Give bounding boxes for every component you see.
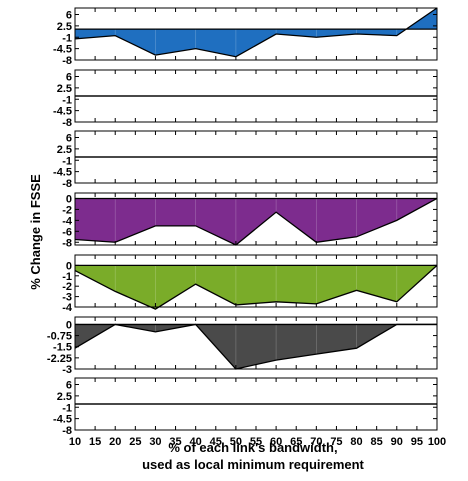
x-tick-label: 80 (350, 436, 362, 448)
panel-1-ytick-label: 2.5 (57, 21, 72, 33)
panel-5-ytick-label: -2 (62, 281, 72, 293)
panel-6-ytick-label: 0 (66, 319, 72, 331)
panel-6-ytick-label: -2.25 (47, 353, 72, 365)
panel-4-ytick-label: -2 (62, 204, 72, 216)
panel-3-ytick-label: -1 (62, 155, 72, 167)
x-axis-label-line1: % of each link's bandwidth, (168, 440, 337, 455)
x-tick-label: 65 (290, 436, 302, 448)
panel-2: 62.5-1-4.5-8 (53, 69, 438, 129)
x-tick-label: 95 (411, 436, 423, 448)
panel-3-ytick-label: -4.5 (53, 167, 72, 179)
panel-5-ytick-label: -4 (62, 302, 73, 314)
chart-panels: 62.5-1-4.5-862.5-1-4.5-862.5-1-4.5-80-2-… (47, 7, 438, 437)
x-tick-label: 90 (391, 436, 403, 448)
panel-6-ytick-label: -0.75 (47, 331, 72, 343)
panel-1-ytick-label: 6 (66, 10, 72, 22)
panel-1-ytick-label: -1 (62, 32, 72, 44)
panel-7-ytick-label: 2.5 (57, 391, 72, 403)
x-tick-label: 40 (190, 436, 202, 448)
panel-1-ytick-label: -8 (62, 55, 72, 67)
x-tick-label: 45 (210, 436, 222, 448)
panel-7-ytick-label: 6 (66, 380, 72, 392)
panel-5: 0-1-2-3-4 (62, 254, 438, 314)
panel-2-ytick-label: -4.5 (53, 106, 72, 118)
x-tick-label: 70 (310, 436, 322, 448)
panel-4-ytick-label: -8 (62, 237, 72, 249)
x-tick-label: 10 (69, 436, 81, 448)
panel-7-ytick-label: -1 (62, 402, 72, 414)
x-axis-label-line2: used as local minimum requirement (142, 457, 364, 472)
panel-2-ytick-label: -8 (62, 117, 72, 129)
panel-2-ytick-label: 6 (66, 72, 72, 84)
panel-5-ytick-label: -3 (62, 292, 72, 304)
x-tick-label: 15 (89, 436, 101, 448)
y-axis-label: % Change in FSSE (28, 174, 43, 290)
panel-3-ytick-label: 2.5 (57, 144, 72, 156)
panel-1-ytick-label: -4.5 (53, 44, 72, 56)
panel-4-ytick-label: 0 (66, 193, 72, 205)
panel-6-ytick-label: -3 (62, 364, 72, 376)
panel-4: 0-2-4-6-8 (62, 192, 438, 249)
panel-1: 62.5-1-4.5-8 (53, 7, 438, 67)
x-tick-label: 20 (109, 436, 121, 448)
x-tick-label: 30 (149, 436, 161, 448)
panel-6: 0-0.75-1.5-2.25-3 (47, 316, 438, 376)
panel-6-area (75, 324, 437, 369)
panel-5-area (75, 265, 437, 310)
panel-4-series-line (74, 197, 438, 246)
panel-4-ytick-label: -6 (62, 226, 72, 238)
x-tick-label: 85 (371, 436, 383, 448)
panel-7-ytick-label: -8 (62, 425, 72, 437)
panel-3-ytick-label: 6 (66, 133, 72, 145)
panel-2-ytick-label: -1 (62, 94, 72, 106)
x-tick-label: 35 (169, 436, 181, 448)
x-tick-label: 55 (250, 436, 262, 448)
panel-4-ytick-label: -4 (62, 215, 73, 227)
panel-7-ytick-label: -4.5 (53, 414, 72, 426)
x-tick-label: 50 (230, 436, 242, 448)
x-tick-labels: 10 15 20 25 30 35 40 45 50 55 60 65 70 75 80 85 90 95 100 (69, 436, 446, 448)
panel-5-ytick-label: -1 (62, 271, 72, 283)
panel-2-ytick-label: 2.5 (57, 83, 72, 95)
x-tick-label: 60 (270, 436, 282, 448)
panel-3-ytick-label: -8 (62, 178, 72, 190)
panel-1-series-line (74, 7, 438, 58)
panel-7: 62.5-1-4.5-8 (53, 377, 438, 437)
x-tick-label: 75 (330, 436, 342, 448)
x-tick-label: 100 (428, 436, 446, 448)
x-tick-label: 25 (129, 436, 141, 448)
panel-6-ytick-label: -1.5 (53, 342, 72, 354)
panel-4-area (75, 198, 437, 245)
panel-3: 62.5-1-4.5-8 (53, 130, 438, 190)
panel-1-area (75, 8, 437, 57)
panel-5-ytick-label: 0 (66, 260, 72, 272)
panel-6-series-line (74, 323, 437, 370)
